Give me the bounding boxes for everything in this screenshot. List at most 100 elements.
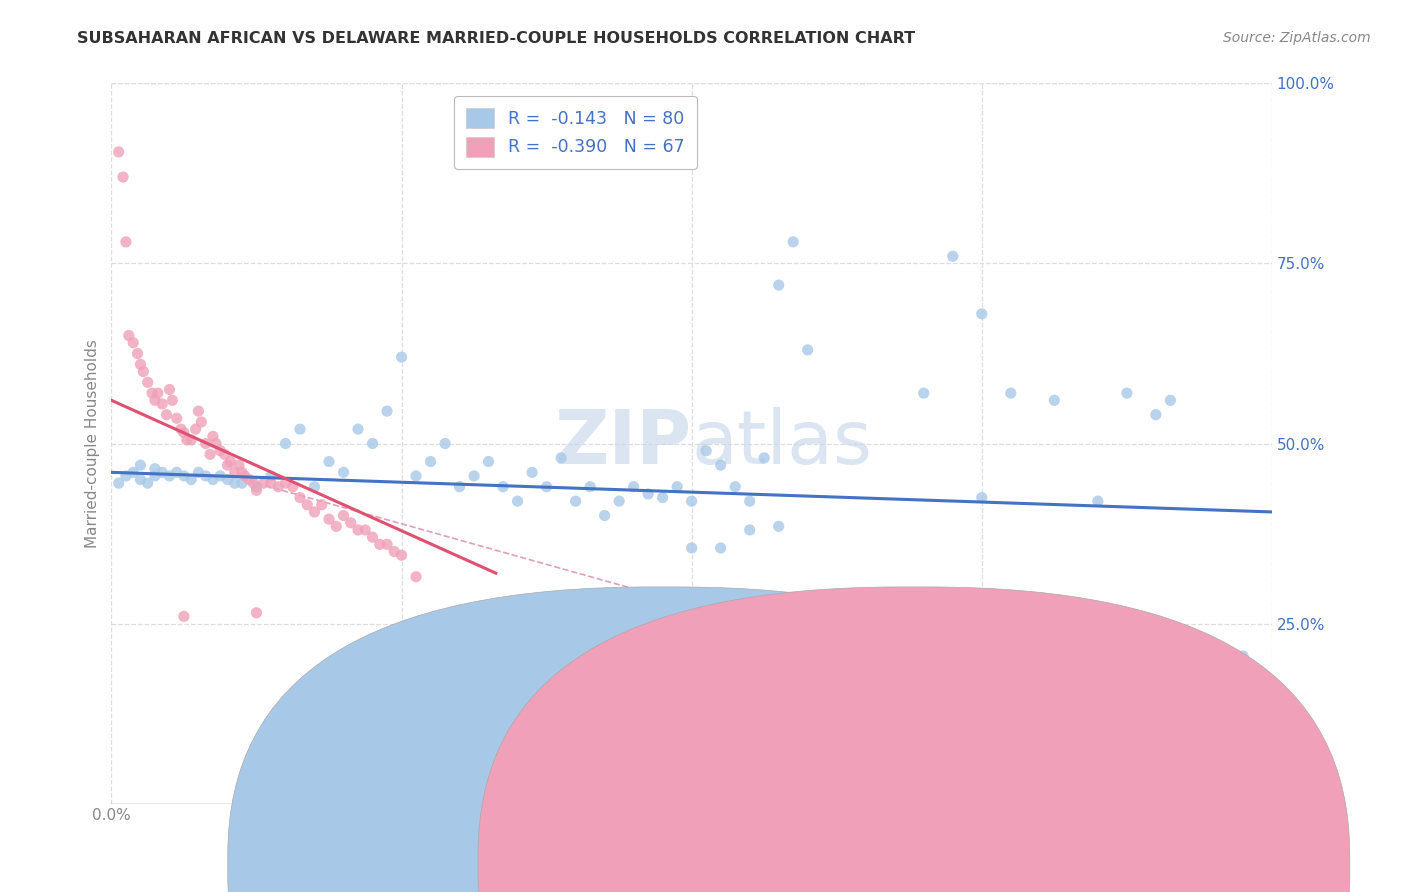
Point	[173, 469, 195, 483]
Point	[332, 466, 354, 480]
Point	[136, 476, 159, 491]
Point	[738, 523, 761, 537]
Point	[782, 235, 804, 249]
Point	[274, 436, 297, 450]
Point	[253, 476, 276, 491]
Point	[942, 249, 965, 263]
Point	[173, 425, 195, 440]
Point	[506, 494, 529, 508]
Point	[1043, 393, 1066, 408]
Point	[855, 652, 877, 666]
Point	[434, 436, 457, 450]
Point	[231, 466, 253, 480]
Point	[361, 530, 384, 544]
Point	[550, 450, 572, 465]
Point	[201, 429, 224, 443]
Point	[883, 638, 905, 652]
Point	[150, 397, 173, 411]
Point	[520, 466, 543, 480]
Point	[170, 422, 193, 436]
Point	[115, 235, 138, 249]
Point	[1115, 386, 1137, 401]
Point	[375, 404, 398, 418]
Point	[449, 609, 471, 624]
Point	[768, 278, 790, 293]
Point	[159, 383, 181, 397]
Point	[637, 487, 659, 501]
Point	[710, 541, 733, 555]
Point	[136, 376, 159, 390]
Point	[166, 466, 188, 480]
Point	[143, 469, 166, 483]
Point	[209, 443, 232, 458]
Point	[146, 386, 169, 401]
Point	[238, 473, 260, 487]
Point	[224, 466, 246, 480]
Point	[194, 469, 217, 483]
Text: atlas: atlas	[692, 407, 873, 480]
Point	[382, 544, 405, 558]
Point	[173, 609, 195, 624]
Point	[463, 469, 485, 483]
Point	[304, 480, 326, 494]
Point	[143, 393, 166, 408]
Point	[129, 473, 152, 487]
Point	[970, 491, 993, 505]
Text: Source: ZipAtlas.com: Source: ZipAtlas.com	[1223, 31, 1371, 45]
Point	[477, 454, 499, 468]
Point	[347, 422, 370, 436]
Point	[912, 386, 935, 401]
Point	[274, 476, 297, 491]
Point	[187, 466, 209, 480]
Text: Delaware: Delaware	[935, 857, 1011, 872]
Point	[768, 519, 790, 533]
Point	[738, 494, 761, 508]
Point	[180, 473, 202, 487]
Point	[180, 433, 202, 447]
Point	[492, 480, 515, 494]
Point	[564, 494, 586, 508]
Point	[205, 436, 228, 450]
Point	[710, 458, 733, 472]
Point	[150, 466, 173, 480]
Point	[796, 343, 818, 357]
Point	[304, 505, 326, 519]
Point	[536, 480, 558, 494]
Point	[190, 415, 212, 429]
Point	[187, 404, 209, 418]
Point	[405, 469, 427, 483]
Point	[214, 447, 236, 461]
Point	[825, 609, 848, 624]
Point	[118, 328, 141, 343]
Point	[217, 458, 239, 472]
Point	[419, 613, 441, 627]
Point	[194, 436, 217, 450]
Y-axis label: Married-couple Households: Married-couple Households	[86, 339, 100, 548]
Point	[463, 620, 485, 634]
Point	[1144, 408, 1167, 422]
Point	[129, 357, 152, 371]
Point	[898, 606, 921, 620]
Legend: R =  -0.143   N = 80, R =  -0.390   N = 67: R = -0.143 N = 80, R = -0.390 N = 67	[454, 95, 697, 169]
Point	[245, 483, 267, 498]
Point	[141, 386, 163, 401]
Point	[297, 498, 319, 512]
Point	[267, 480, 290, 494]
Point	[347, 523, 370, 537]
Point	[318, 454, 340, 468]
Point	[132, 364, 155, 378]
Point	[825, 609, 848, 624]
Point	[361, 436, 384, 450]
Point	[228, 458, 250, 472]
Point	[311, 498, 333, 512]
Point	[1159, 393, 1181, 408]
Point	[260, 476, 283, 491]
Point	[219, 454, 242, 468]
Point	[666, 480, 689, 494]
Point	[288, 491, 311, 505]
Point	[477, 627, 499, 641]
Point	[449, 480, 471, 494]
Point	[391, 350, 413, 364]
Point	[231, 476, 253, 491]
Point	[115, 469, 138, 483]
